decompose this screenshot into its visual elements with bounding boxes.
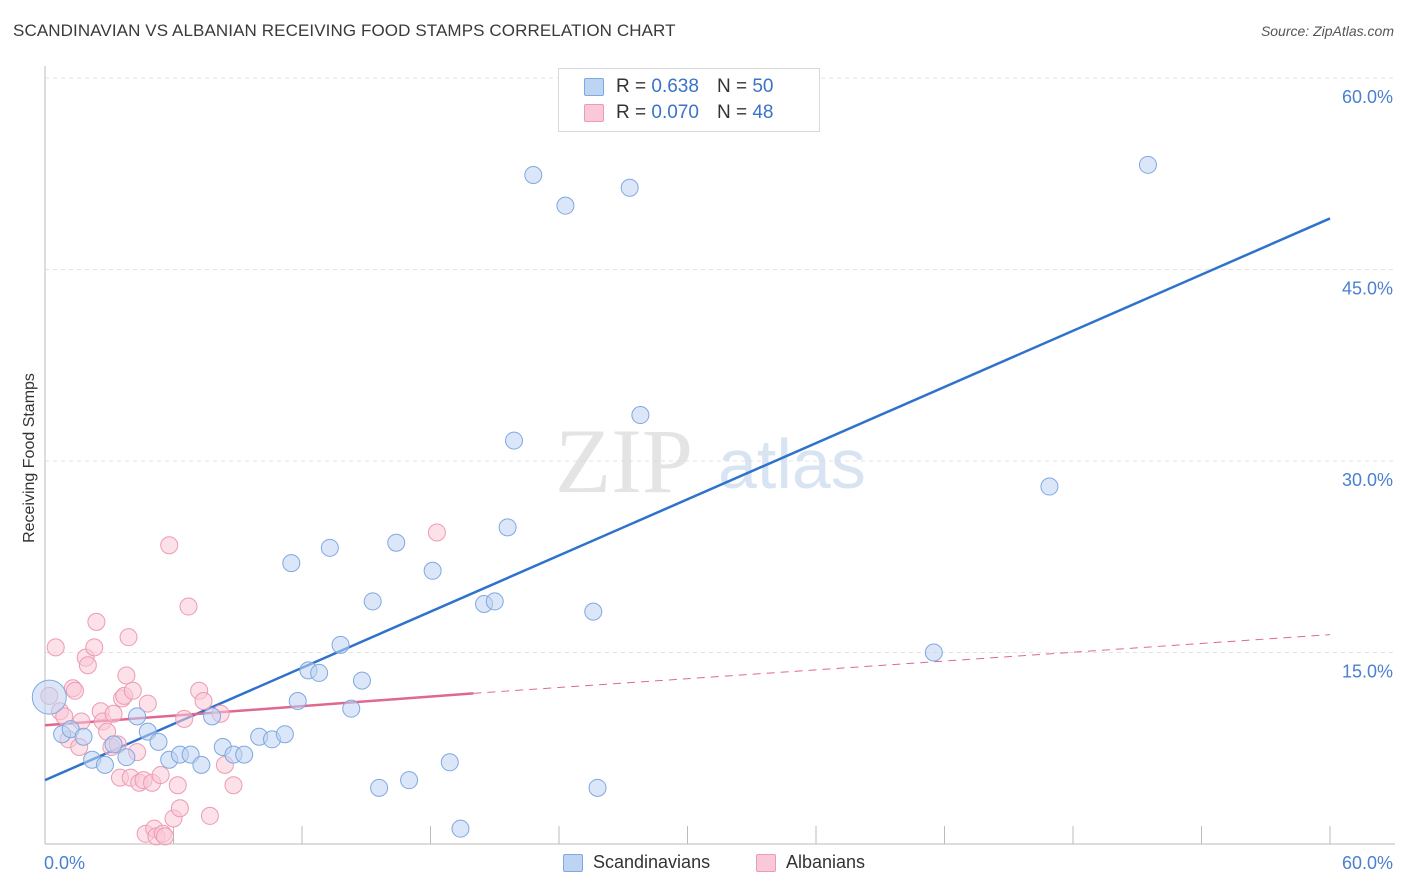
y-tick-label: 45.0%	[1342, 279, 1393, 299]
scandinavian-point	[320, 538, 339, 557]
scandinavian-point	[1040, 477, 1059, 496]
albanian-point	[119, 628, 138, 647]
scandinavian-trend-line	[44, 217, 1331, 782]
scandinavian-point	[352, 671, 371, 690]
scandinavian-point	[104, 735, 123, 754]
scandinavian-point	[588, 778, 607, 797]
albanian-point	[78, 656, 97, 675]
albanian-point	[104, 704, 123, 723]
watermark: ZIP atlas	[555, 410, 866, 512]
scandinavian-point	[31, 679, 67, 715]
legend-r-value: 0.638	[651, 76, 699, 97]
legend-n-label: N =	[716, 102, 748, 123]
blue-swatch-icon	[563, 853, 583, 872]
axes	[44, 66, 1395, 845]
trend-lines	[44, 217, 1331, 782]
scandinavian-point	[1138, 155, 1157, 174]
scandinavian-point	[498, 518, 517, 537]
legend-label: Albanians	[786, 852, 866, 872]
scandinavian-point	[331, 635, 350, 654]
y-axis-label: Receiving Food Stamps	[21, 373, 38, 543]
albanian-point	[87, 612, 106, 631]
albanian-point	[85, 638, 104, 657]
legend-r-value: 0.070	[651, 102, 699, 123]
source-label: Source: ZipAtlas.com	[1260, 23, 1394, 39]
tick-labels: 15.0% 30.0% 45.0% 60.0% 0.0% 60.0%	[44, 87, 1393, 873]
scandinavian-point	[556, 196, 575, 215]
albanian-point	[170, 799, 189, 818]
legend-r-label: R =	[616, 102, 647, 123]
albanian-point	[427, 523, 446, 542]
y-tick-label: 30.0%	[1342, 470, 1393, 490]
albanian-point	[46, 638, 65, 657]
scandinavian-point	[363, 592, 382, 611]
scandinavian-point	[282, 554, 301, 573]
blue-swatch-icon	[584, 78, 604, 96]
legend-item-scandinavians[interactable]: Scandinavians	[563, 852, 710, 873]
albanian-point	[200, 806, 219, 825]
scandinavian-point	[440, 753, 459, 772]
scandinavian-point	[288, 692, 307, 711]
scandinavian-point	[584, 602, 603, 621]
scandinavian-point	[423, 561, 442, 580]
albanian-point	[194, 692, 213, 711]
scandinavian-point	[192, 755, 211, 774]
scandinavian-point	[128, 707, 147, 726]
scandinavian-point	[310, 663, 329, 682]
stats-legend: R = 0.638 N = 50 R = 0.070 N = 48	[558, 68, 820, 132]
albanian-point	[117, 666, 136, 685]
albanian-point	[160, 536, 179, 555]
legend-row-scandinavians: R = 0.638 N = 50	[584, 75, 773, 99]
scandinavian-point	[485, 592, 504, 611]
albanian-trend-line	[473, 634, 1331, 694]
data-points	[31, 155, 1157, 846]
albanian-point	[65, 681, 84, 700]
albanian-point	[179, 597, 198, 616]
albanian-point	[175, 709, 194, 728]
legend-n-label: N =	[716, 76, 748, 97]
albanian-point	[151, 766, 170, 785]
grid-lines	[45, 77, 1395, 653]
scandinavian-point	[74, 727, 93, 746]
scandinavian-point	[342, 699, 361, 718]
scandinavian-point	[370, 778, 389, 797]
albanian-point	[155, 827, 174, 846]
scandinavian-point	[631, 406, 650, 425]
y-tick-label: 15.0%	[1342, 662, 1393, 682]
chart-title: SCANDINAVIAN VS ALBANIAN RECEIVING FOOD …	[13, 21, 676, 40]
scandinavian-point	[505, 431, 524, 450]
albanian-point	[168, 776, 187, 795]
legend-n-value: 48	[752, 102, 774, 123]
scandinavian-point	[203, 707, 222, 726]
watermark-zip: ZIP	[555, 410, 693, 512]
y-tick-label: 60.0%	[1342, 87, 1393, 107]
legend-n-value: 50	[752, 76, 774, 97]
watermark-atlas: atlas	[718, 425, 866, 503]
scandinavian-point	[387, 533, 406, 552]
legend-r-label: R =	[616, 76, 647, 97]
albanian-point	[123, 681, 142, 700]
legend-label: Scandinavians	[593, 852, 711, 872]
pink-swatch-icon	[584, 104, 604, 122]
scandinavian-point	[235, 745, 254, 764]
legend-row-albanians: R = 0.070 N = 48	[584, 101, 773, 125]
scandinavian-point	[95, 755, 114, 774]
x-tick-label: 0.0%	[44, 853, 85, 873]
scandinavian-point	[924, 643, 943, 662]
scandinavian-point	[149, 732, 168, 751]
scandinavian-point	[524, 166, 543, 185]
scandinavian-point	[400, 771, 419, 790]
legend-item-albanians[interactable]: Albanians	[756, 852, 865, 873]
scandinavian-point	[620, 178, 639, 197]
scandinavian-point	[117, 748, 136, 767]
albanian-point	[138, 694, 157, 713]
x-tick-label: 60.0%	[1342, 853, 1393, 873]
scandinavian-point	[275, 725, 294, 744]
albanian-point	[224, 776, 243, 795]
pink-swatch-icon	[756, 853, 776, 872]
scandinavian-point	[451, 819, 470, 838]
